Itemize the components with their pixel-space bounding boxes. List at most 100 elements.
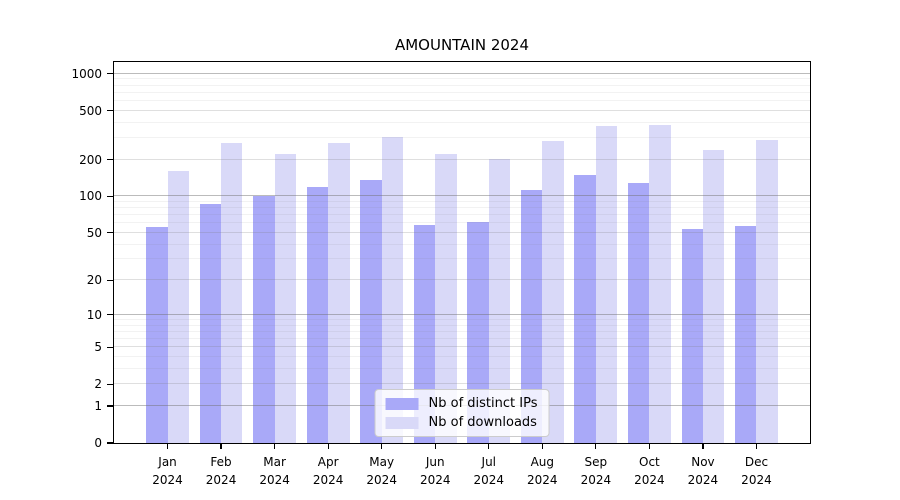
gridline-major [114,72,810,74]
chart-title: AMOUNTAIN 2024 [394,36,530,54]
x-tick-label: Jul 2024 [473,453,504,489]
gridline-minor [114,78,810,80]
plot-area: Jan 2024 Feb 2024 Mar 2024 Apr 2024 May 2024 Jun 20… [71,61,811,487]
y-tick-label: 100 [79,189,102,204]
x-tick-label: May 2024 [366,453,397,489]
x-tick-label-line: Oct [638,455,660,469]
y-tick-label: 0 [94,436,102,450]
y-tick-label: 5 [94,340,102,355]
bar-distinct-ips-may-2024 [360,179,382,443]
x-tick-label-line: 2024 [152,473,183,487]
bar-downloads-may-2024 [381,137,404,443]
y-tick-label: 1000 [71,66,102,81]
x-tick-label-line: 2024 [527,473,558,487]
y-tick-label: 200 [79,152,102,167]
x-tick-label: Nov 2024 [688,453,719,489]
y-tick-mark [107,383,113,385]
x-tick-label-line: 2024 [419,473,451,487]
y-tick-label: 1 [94,398,102,413]
gridline-mid [114,109,810,111]
bar-distinct-ips-dec-2024 [735,225,757,443]
y-tick-mark [107,195,113,197]
bar-downloads-dec-2024 [756,140,778,443]
bar-downloads-aug-2024 [542,141,564,443]
x-tick-mark [702,443,704,449]
y-tick-mark [107,314,113,316]
x-tick-label-line: 2024 [205,473,237,487]
x-tick-label-line: Dec [744,455,769,469]
bar-distinct-ips-jul-2024 [467,222,489,443]
bar-distinct-ips-oct-2024 [627,183,650,443]
x-tick-label-line: Jun [425,455,445,469]
x-tick-label-line: May [369,455,395,469]
gridline-minor [114,136,810,138]
legend-label-downloads: Nb of downloads [428,415,537,430]
legend-item-downloads: Nb of downloads [385,415,538,430]
bar-distinct-ips-sep-2024 [574,174,596,443]
x-tick-label-line: Sep [584,455,608,469]
legend-swatch-downloads [385,416,419,429]
x-tick-label-line: 2024 [634,473,665,487]
x-tick-label-line: Aug [530,455,555,469]
x-tick-label: Dec 2024 [741,453,772,489]
y-tick-mark [107,158,113,161]
bar-distinct-ips-mar-2024 [253,196,275,443]
gridline-minor [114,91,810,93]
legend-item-distinct-ips: Nb of distinct IPs [385,396,538,411]
bar-downloads-feb-2024 [221,142,243,443]
bar-downloads-jul-2024 [488,159,511,443]
x-tick-label-line: 2024 [259,473,290,487]
gridline-minor [114,99,810,101]
bar-distinct-ips-jan-2024 [146,226,168,443]
x-tick-mark [755,443,758,449]
y-tick-mark [107,442,113,444]
x-tick-mark [648,443,651,449]
gridline-minor [114,121,810,123]
x-tick-mark [220,443,222,449]
x-tick-label: Apr 2024 [313,453,344,489]
x-tick-label-line: 2024 [687,473,719,487]
y-tick-mark [107,346,113,348]
bar-distinct-ips-aug-2024 [520,189,543,443]
bar-downloads-nov-2024 [702,149,725,443]
y-tick-mark [107,110,113,112]
y-tick-label: 500 [79,103,102,118]
x-tick-label-line: 2024 [312,473,344,487]
legend: Nb of distinct IPs Nb of downloads [374,389,550,437]
gridline-minor [114,84,810,86]
bar-distinct-ips-jun-2024 [413,225,436,443]
x-tick-label-line: Jan [158,455,177,469]
legend-swatch-distinct-ips [385,397,419,410]
y-tick-mark [107,279,113,281]
y-tick-mark [107,232,113,234]
y-tick-label: 2 [94,377,102,392]
bar-distinct-ips-feb-2024 [199,203,222,443]
bar-distinct-ips-apr-2024 [306,186,329,443]
x-tick-label: Sep 2024 [581,453,612,489]
x-tick-mark [488,443,490,449]
x-tick-label: Jan 2024 [152,453,183,489]
bar-downloads-sep-2024 [595,126,618,443]
y-tick-label: 10 [86,307,102,322]
x-tick-label-line: Mar [263,455,286,469]
x-tick-label-line: Apr [317,455,339,469]
bar-downloads-jan-2024 [167,171,189,443]
x-tick-label: Mar 2024 [259,453,290,489]
x-tick-mark [381,443,383,449]
x-tick-label-line: Feb [210,455,232,469]
y-tick-mark [107,405,113,407]
x-tick-label-line: Nov [691,455,715,469]
x-tick-label: Jun 2024 [420,453,451,489]
bar-downloads-jun-2024 [435,154,457,443]
x-tick-label: Feb 2024 [206,453,237,489]
bar-distinct-ips-nov-2024 [681,228,703,443]
x-tick-label-line: 2024 [580,473,612,487]
legend-label-distinct-ips: Nb of distinct IPs [428,396,538,411]
x-tick-mark [541,443,543,449]
x-tick-mark [166,443,169,449]
x-tick-mark [434,443,436,449]
y-tick-label: 50 [86,225,102,240]
bar-downloads-apr-2024 [328,142,350,443]
y-tick-label: 20 [86,273,102,288]
